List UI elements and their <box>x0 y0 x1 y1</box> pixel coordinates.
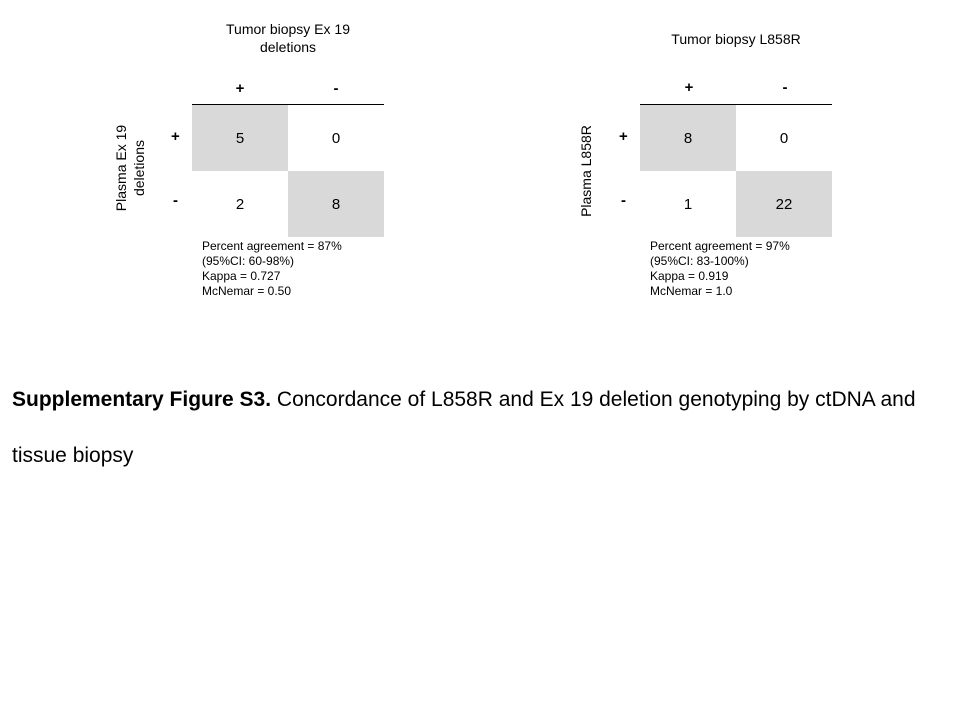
table2-cell-np: 1 <box>640 171 736 237</box>
table1-row-label: Plasma Ex 19 deletions <box>112 102 148 234</box>
figure-caption: Supplementary Figure S3. Concordance of … <box>12 372 952 484</box>
table2-stat-agreement: Percent agreement = 97% <box>650 239 790 253</box>
caption-text: Concordance of L858R and Ex 19 deletion … <box>12 388 916 467</box>
table1-stat-mcnemar: McNemar = 0.50 <box>202 284 292 298</box>
table2-grid: 8 0 1 22 <box>640 104 832 237</box>
table2-stat-kappa: Kappa = 0.919 <box>650 269 729 283</box>
table2-col-pos-header: + <box>684 79 694 96</box>
table1-cell-np: 2 <box>192 171 288 237</box>
table2-cell-nn: 22 <box>736 171 832 237</box>
table1-stat-kappa: Kappa = 0.727 <box>202 269 281 283</box>
table1-grid: 5 0 2 8 <box>192 104 384 237</box>
table2-stat-mcnemar: McNemar = 1.0 <box>650 284 733 298</box>
table1-title-line1: Tumor biopsy Ex 19 <box>226 21 350 37</box>
table1-cell-pp: 5 <box>192 105 288 171</box>
caption-label: Supplementary Figure S3. <box>12 388 272 411</box>
table2-row-label-line1: Plasma L858R <box>578 125 594 217</box>
table2-title: Tumor biopsy L858R <box>636 30 836 48</box>
table2-stat-ci: (95%CI: 83-100%) <box>650 254 749 268</box>
table2-cell-pn: 0 <box>736 105 832 171</box>
table2-row-neg-header: - <box>621 192 626 209</box>
table1-row-neg-header: - <box>173 192 178 209</box>
table1-row-label-line1: Plasma Ex 19 <box>113 124 129 212</box>
table2-row-pos-header: + <box>619 128 628 145</box>
table1-title: Tumor biopsy Ex 19 deletions <box>188 20 388 56</box>
table2-stats: Percent agreement = 97% (95%CI: 83-100%)… <box>650 239 790 299</box>
table1-row-label-line2: deletions <box>131 139 147 197</box>
table1-title-line2: deletions <box>259 39 317 55</box>
table1-col-neg-header: - <box>333 80 339 97</box>
table1-cell-pn: 0 <box>288 105 384 171</box>
table1-cell-nn: 8 <box>288 171 384 237</box>
table2-row-label: Plasma L858R <box>577 105 595 237</box>
table1-row-pos-header: + <box>171 128 180 145</box>
table1-stat-agreement: Percent agreement = 87% <box>202 239 342 253</box>
table2-col-neg-header: - <box>782 79 788 96</box>
table1-col-pos-header: + <box>235 80 245 97</box>
table2-title-line1: Tumor biopsy L858R <box>671 31 801 47</box>
table2-cell-pp: 8 <box>640 105 736 171</box>
table1-stats: Percent agreement = 87% (95%CI: 60-98%) … <box>202 239 342 299</box>
table1-stat-ci: (95%CI: 60-98%) <box>202 254 295 268</box>
